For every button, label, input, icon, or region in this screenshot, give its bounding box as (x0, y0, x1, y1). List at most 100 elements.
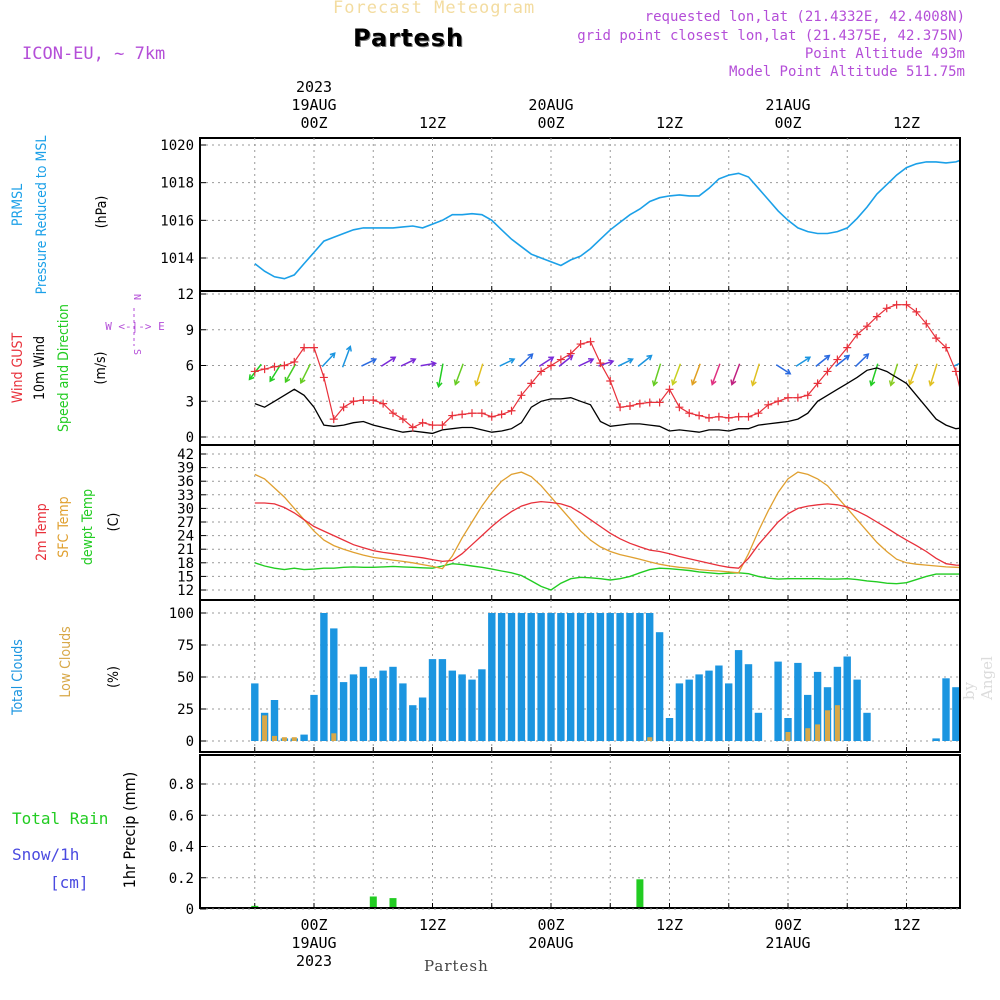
wind-direction-arrow (380, 356, 396, 367)
wind-direction-arrowhead (527, 353, 534, 360)
meteogram-title: Forecast Meteogram (333, 0, 536, 18)
wind-direction-arrowhead (627, 357, 634, 364)
total-cloud-bar (784, 718, 792, 741)
wind-gust-marker (912, 307, 921, 316)
wind-direction-arrow (775, 364, 791, 375)
total-cloud-bar (320, 613, 328, 741)
total-cloud-bar (833, 666, 842, 741)
bottom-time-label: 12Z (656, 916, 683, 934)
wind-direction-arrow (269, 363, 282, 382)
pressure-series-group (254, 159, 959, 280)
wind-direction-arrowhead (785, 368, 792, 375)
total-cloud-bar (399, 683, 407, 741)
gust-label: Wind GUST (10, 333, 26, 404)
snow-unit: [cm] (50, 873, 89, 892)
wind-gust-marker (942, 343, 950, 352)
wind-direction-arrow (815, 355, 830, 367)
low-cloud-bar (834, 705, 840, 741)
top-time-label: 19AUG (291, 96, 336, 114)
total-cloud-bar (705, 670, 713, 741)
total-cloud-bar (251, 683, 259, 741)
y-tick-label: 33 (177, 488, 194, 504)
y-tick-label: 0.2 (169, 871, 194, 887)
total-cloud-bar (982, 663, 989, 741)
y-tick-label: 0 (186, 430, 194, 446)
total-cloud-bar (576, 613, 585, 741)
low-cloud-bar (815, 724, 821, 741)
wind-direction-arrow (400, 358, 416, 367)
total-cloud-bar (942, 678, 950, 741)
total-cloud-bar (655, 632, 664, 741)
y-tick-label: 1014 (160, 251, 194, 267)
total-cloud-bar (330, 628, 338, 741)
wind-gust-marker (527, 379, 536, 388)
wind-direction-arrow (929, 363, 938, 386)
wind-direction-arrowhead (410, 357, 417, 364)
wind-gust-marker (823, 367, 832, 376)
total-cloud-bar (270, 700, 279, 741)
total-cloud-bar (754, 712, 763, 741)
wind-direction-arrow (578, 358, 594, 367)
top-time-label: 12Z (419, 114, 446, 132)
total-cloud-bar (962, 678, 969, 741)
wind-direction-arrowhead (608, 359, 615, 366)
y-tick-label: 39 (177, 461, 194, 477)
wind-direction-arrow (637, 355, 652, 367)
total-cloud-bar (932, 738, 940, 741)
wind-gust-marker (369, 396, 378, 405)
total-cloud-bar (636, 613, 644, 741)
wind-gust-marker (705, 413, 713, 422)
y-tick-label: 12 (177, 287, 194, 303)
wind-gust-marker (566, 349, 575, 358)
total-cloud-bar (517, 613, 526, 741)
wind-gust-marker (872, 312, 881, 321)
wind-gust-marker (389, 409, 397, 418)
dewpt-label: dewpt Temp (80, 489, 96, 565)
wind-label: 10m Wind (32, 336, 48, 400)
total-cloud-bar (379, 670, 387, 741)
wind-gust-marker (448, 411, 457, 420)
total-cloud-bar (339, 682, 348, 741)
wind-gust-marker (951, 367, 959, 376)
wind-direction-arrow (653, 363, 662, 386)
wind-direction-arrow (538, 356, 554, 367)
y-tick-label: 30 (177, 501, 194, 517)
y-tick-label: 50 (177, 670, 194, 686)
rain-bar (251, 905, 259, 907)
total-cloud-bar (300, 734, 308, 741)
total-cloud-bar (734, 650, 743, 741)
clouds-panel-frame (199, 599, 961, 753)
wind-direction-arrowhead (908, 379, 915, 386)
total-cloud-bar (468, 679, 476, 741)
compass-west-east: W <-|-> E (105, 320, 165, 333)
wind-direction-arrowhead (710, 379, 717, 386)
wind-direction-arrow (854, 353, 869, 368)
wind-direction-arrowhead (548, 356, 555, 363)
wind-direction-arrow (711, 363, 721, 385)
point-altitude: Point Altitude 493m (804, 46, 965, 62)
low-cloud-bar (983, 737, 988, 741)
wind-direction-arrowhead (928, 380, 935, 387)
wind-gust-marker (458, 410, 467, 419)
wind-direction-arrow (835, 355, 850, 367)
wind-gust-marker (339, 403, 348, 412)
y-tick-label: 18 (177, 556, 194, 572)
low-clouds-label: Low Clouds (58, 626, 74, 697)
wind-gust-marker (319, 373, 328, 382)
wind-direction-arrowhead (730, 379, 737, 386)
wind-gust-marker (379, 399, 388, 408)
bottom-time-label: 19AUG (291, 934, 336, 952)
wind-gust-marker (695, 411, 704, 420)
wind-gust-marker (418, 418, 427, 427)
wind-direction-arrowhead (453, 379, 460, 386)
total-cloud-bar (537, 613, 545, 741)
wind-direction-arrow (284, 363, 297, 383)
wind-gust-marker (290, 357, 299, 366)
y-tick-label: 0 (186, 734, 194, 750)
top-time-label: 21AUG (765, 96, 810, 114)
wind-direction-arrow (454, 363, 464, 385)
wind-direction-arrowhead (863, 353, 870, 360)
precip-panel-frame (199, 754, 961, 909)
total-cloud-bar (813, 671, 822, 741)
y-tick-label: 6 (186, 359, 194, 375)
